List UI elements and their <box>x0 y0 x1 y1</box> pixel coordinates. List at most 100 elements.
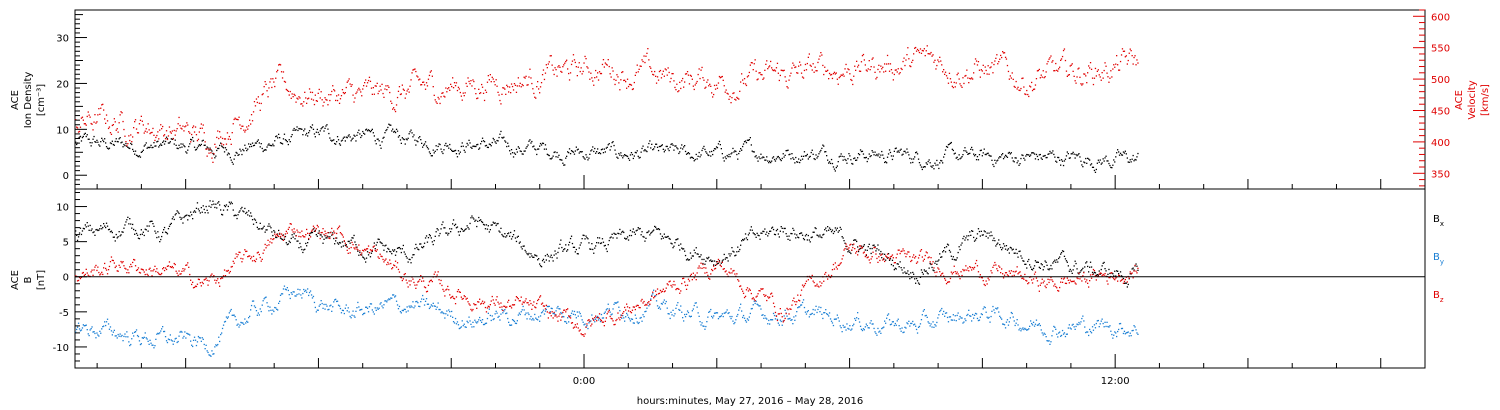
bx-point <box>671 243 673 245</box>
bz-point <box>426 290 429 292</box>
by-point <box>835 318 837 320</box>
velocity-point <box>275 77 277 79</box>
velocity-point <box>833 71 836 73</box>
bx-point <box>717 262 720 264</box>
by-point <box>96 332 98 334</box>
by-point <box>931 326 933 328</box>
by-point <box>597 319 600 321</box>
density-point <box>134 153 136 155</box>
velocity-point <box>113 118 115 120</box>
bx-point <box>944 247 946 249</box>
velocity-point <box>814 66 816 68</box>
density-point <box>138 155 141 157</box>
by-point <box>486 317 489 320</box>
density-point <box>366 130 369 132</box>
by-point <box>757 304 759 306</box>
density-point <box>981 155 983 157</box>
density-point <box>1130 161 1132 163</box>
bx-point <box>267 225 269 227</box>
by-point <box>487 312 489 314</box>
bz-point <box>250 258 252 260</box>
density-point <box>341 139 344 141</box>
velocity-point <box>709 83 711 85</box>
by-point <box>101 328 103 330</box>
velocity-point <box>961 86 963 88</box>
by-point <box>727 312 729 315</box>
density-point <box>194 149 197 151</box>
density-point <box>1103 160 1105 162</box>
bz-point <box>280 233 283 235</box>
density-point <box>512 156 515 158</box>
density-point <box>350 140 352 142</box>
bx-point <box>522 245 524 247</box>
velocity-point <box>1086 82 1088 84</box>
velocity-point <box>541 74 544 76</box>
bx-point <box>1012 248 1014 250</box>
bx-point <box>486 228 489 230</box>
bx-point <box>781 227 783 229</box>
velocity-point <box>582 70 584 73</box>
velocity-point <box>984 66 986 68</box>
bx-point <box>281 238 284 241</box>
density-point <box>949 142 952 144</box>
velocity-point <box>112 124 114 126</box>
velocity-point <box>605 63 607 65</box>
density-point <box>1030 154 1032 156</box>
density-point <box>1085 157 1087 160</box>
by-point <box>558 308 560 310</box>
density-point <box>202 139 204 141</box>
by-point <box>1011 312 1013 315</box>
velocity-point <box>373 93 375 95</box>
by-point <box>926 316 928 318</box>
bx-point <box>167 228 170 230</box>
bx-point <box>590 248 592 250</box>
bx-point <box>782 231 784 233</box>
velocity-point <box>1075 82 1077 84</box>
velocity-point <box>142 124 144 126</box>
bx-point <box>1084 266 1086 268</box>
density-point <box>599 153 602 155</box>
bz-point <box>524 300 526 302</box>
bz-point <box>534 306 536 308</box>
velocity-point <box>78 130 81 133</box>
velocity-point <box>905 59 907 61</box>
bz-point <box>279 232 281 234</box>
bx-point <box>262 227 264 229</box>
velocity-point <box>889 63 892 65</box>
velocity-point <box>549 55 551 57</box>
density-point <box>403 138 405 141</box>
bz-point <box>191 283 193 286</box>
velocity-point <box>497 91 499 93</box>
by-point <box>402 309 404 312</box>
density-point <box>760 153 762 155</box>
bx-point <box>863 244 865 246</box>
density-point <box>345 136 347 138</box>
density-point <box>1073 153 1075 155</box>
density-point <box>1057 156 1059 159</box>
density-point <box>470 146 472 148</box>
density-point <box>139 156 142 158</box>
velocity-point <box>724 91 726 93</box>
bx-point <box>548 260 550 262</box>
by-point <box>996 308 998 310</box>
by-point <box>257 312 259 314</box>
bx-point <box>741 240 743 242</box>
velocity-point <box>1050 55 1052 57</box>
velocity-point <box>322 105 324 107</box>
by-point <box>684 313 686 316</box>
bx-point <box>200 207 202 209</box>
by-point <box>543 313 546 315</box>
velocity-point <box>141 120 143 122</box>
bx-point <box>375 244 377 246</box>
by-point <box>166 341 169 344</box>
by-point <box>365 306 368 308</box>
bx-point <box>1086 261 1088 263</box>
velocity-point <box>223 138 226 140</box>
density-point <box>1002 153 1004 155</box>
velocity-point <box>917 50 920 52</box>
bz-point <box>415 287 417 289</box>
velocity-point <box>818 58 820 60</box>
velocity-point <box>645 55 647 57</box>
bz-point <box>484 306 487 309</box>
bx-point <box>338 241 341 244</box>
